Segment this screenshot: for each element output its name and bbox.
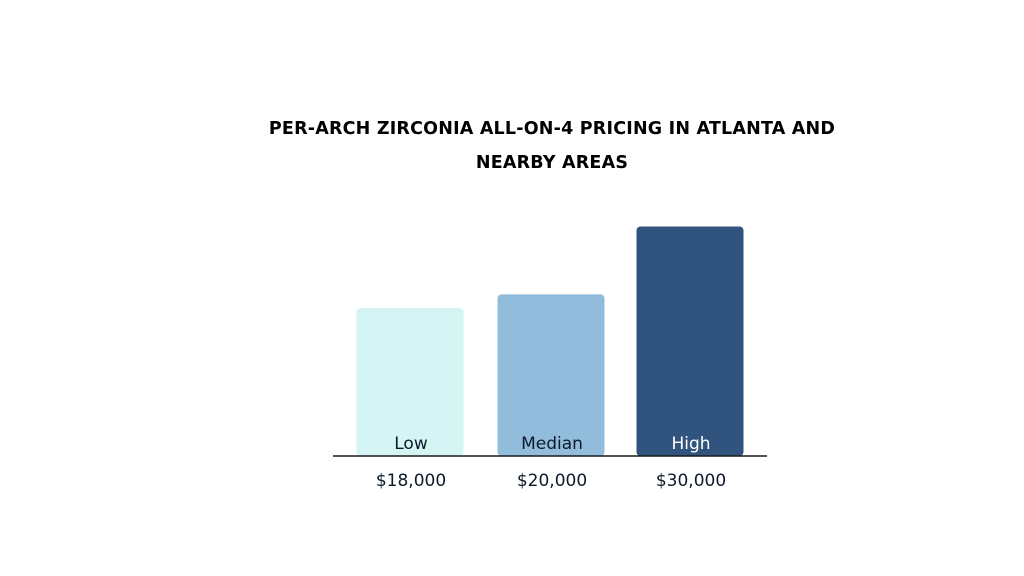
category-label-low: Low bbox=[394, 434, 428, 454]
labels-layer: Low $18,000 Median $20,000 High $30,000 bbox=[376, 434, 726, 491]
bars-layer bbox=[356, 226, 744, 456]
bar-high bbox=[636, 226, 744, 456]
chart-title: PER-ARCH ZIRCONIA ALL-ON-4 PRICING IN AT… bbox=[268, 119, 836, 173]
bar-low bbox=[356, 308, 464, 456]
bar-median bbox=[497, 294, 605, 456]
value-label-high: $30,000 bbox=[656, 471, 726, 491]
value-label-median: $20,000 bbox=[517, 471, 587, 491]
value-label-low: $18,000 bbox=[376, 471, 446, 491]
category-label-high: High bbox=[671, 434, 710, 454]
category-label-median: Median bbox=[521, 434, 583, 454]
